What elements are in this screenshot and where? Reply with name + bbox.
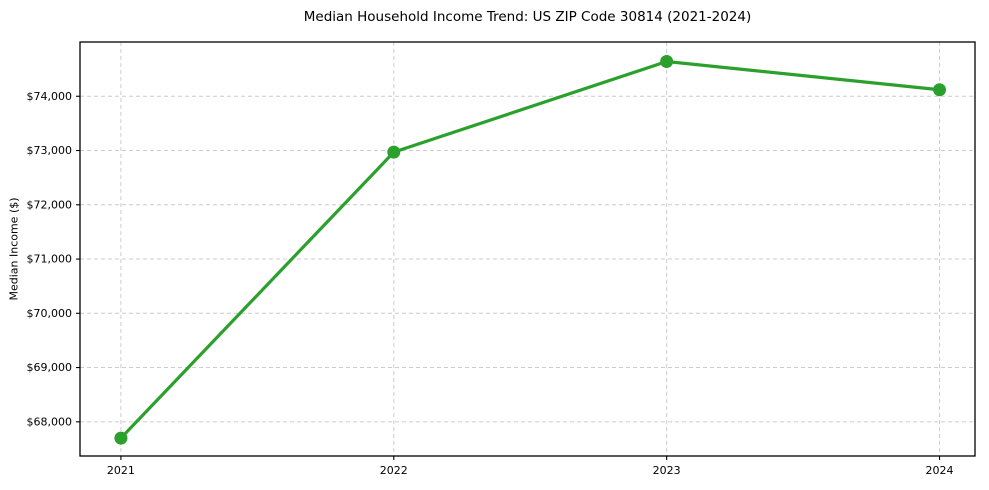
data-point-marker: [387, 145, 401, 159]
data-point-marker: [660, 55, 674, 69]
data-point-marker: [933, 83, 947, 97]
y-tick-label: $68,000: [27, 415, 73, 428]
y-tick-label: $71,000: [27, 253, 73, 266]
plot-border: [79, 41, 976, 457]
y-tick-label: $73,000: [27, 144, 73, 157]
x-tick-label: 2021: [107, 464, 135, 477]
x-tick-label: 2022: [380, 464, 408, 477]
x-tick-label: 2024: [926, 464, 954, 477]
y-tick-label: $70,000: [27, 307, 73, 320]
x-tick-label: 2023: [653, 464, 681, 477]
trend-line: [119, 59, 940, 440]
chart-title: Median Household Income Trend: US ZIP Co…: [303, 9, 752, 25]
y-tick-label: $69,000: [27, 361, 73, 374]
y-tick-label: $72,000: [27, 198, 73, 211]
data-point-marker: [114, 431, 128, 445]
y-tick-label: $74,000: [27, 90, 73, 103]
